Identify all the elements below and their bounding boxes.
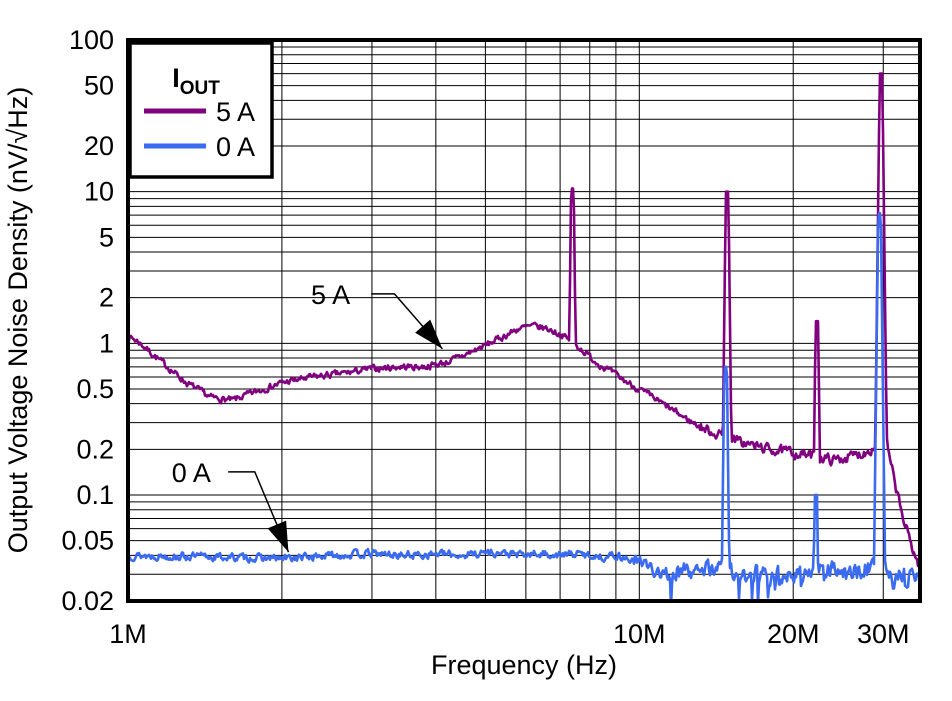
y-tick-label: 0.2	[76, 434, 114, 464]
annotation-label: 0 A	[172, 458, 211, 488]
x-tick-label: 30M	[857, 619, 910, 649]
y-tick-label: 0.1	[76, 480, 114, 510]
y-tick-label: 50	[84, 71, 114, 101]
x-axis-title: Frequency (Hz)	[431, 650, 617, 680]
x-tick-label: 10M	[613, 619, 666, 649]
y-axis-tick-labels: 100 50 20 10 5 2 1 0.5 0.2 0.1 0.05 0.02	[61, 25, 114, 616]
y-tick-label: 2	[99, 283, 114, 313]
y-tick-label: 0.02	[61, 586, 114, 616]
x-tick-label: 20M	[767, 619, 820, 649]
series-trace-5-a	[128, 72, 920, 574]
y-axis-title: Output Voltage Noise Density (nV/√Hz)	[3, 87, 33, 554]
x-tick-label: 1M	[109, 619, 147, 649]
y-tick-label: 5	[99, 222, 114, 252]
series-traces	[128, 72, 920, 601]
annotation-arrowhead	[267, 520, 289, 553]
legend-title-main: I	[172, 63, 180, 93]
legend-label-5a: 5 A	[216, 97, 255, 127]
series-trace-0-a	[128, 212, 920, 601]
x-axis-tick-labels: 1M 10M 20M 30M	[109, 619, 909, 649]
legend-title: IOUT	[172, 63, 220, 99]
y-tick-label: 20	[84, 131, 114, 161]
annotation-label: 5 A	[311, 280, 350, 310]
curve-annotations: 5 A 0 A	[172, 280, 443, 553]
legend-label-0a: 0 A	[216, 132, 255, 162]
legend-title-sub: OUT	[180, 78, 221, 99]
plot-frame	[126, 38, 922, 603]
y-tick-label: 1	[99, 328, 114, 358]
y-tick-label: 10	[84, 177, 114, 207]
legend: IOUT 5 A 0 A	[128, 41, 274, 179]
y-tick-label: 0.05	[61, 526, 114, 556]
annotation-arrowhead	[415, 319, 443, 349]
y-tick-label: 100	[69, 25, 114, 55]
y-tick-label: 0.5	[76, 374, 114, 404]
